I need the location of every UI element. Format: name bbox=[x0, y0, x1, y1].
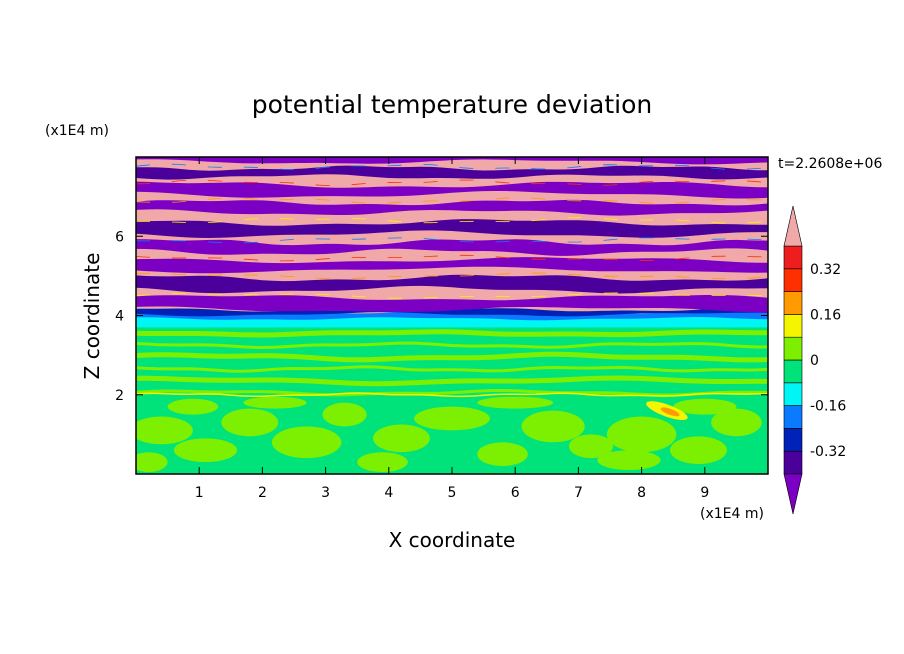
field-blob bbox=[521, 410, 585, 443]
colorbar-segment bbox=[783, 291, 803, 315]
colorbar-tick-label: 0 bbox=[810, 353, 819, 369]
contour-field bbox=[136, 157, 768, 474]
x-tick-label: 3 bbox=[321, 485, 330, 501]
field-blob bbox=[477, 396, 554, 409]
x-tick-label: 4 bbox=[384, 485, 393, 501]
field-streak bbox=[136, 375, 768, 387]
field-blob bbox=[322, 402, 367, 427]
x-tick-label: 2 bbox=[258, 485, 267, 501]
y-unit-label: (x1E4 m) bbox=[45, 123, 109, 139]
purple-band bbox=[136, 239, 768, 256]
y-tick-label: 2 bbox=[115, 388, 124, 404]
field-blob bbox=[167, 398, 219, 415]
field-blob bbox=[711, 408, 762, 437]
colorbar-top-arrow bbox=[783, 205, 803, 247]
colorbar-segment bbox=[783, 245, 803, 270]
field-blob bbox=[173, 438, 238, 463]
field-blob bbox=[670, 436, 727, 465]
purple-band bbox=[136, 295, 768, 313]
x-unit-label: (x1E4 m) bbox=[700, 506, 764, 522]
colorbar-segment bbox=[783, 450, 803, 475]
x-tick-label: 9 bbox=[700, 485, 709, 501]
purple-band bbox=[136, 274, 768, 294]
field-streak bbox=[136, 392, 768, 398]
purple-band bbox=[136, 257, 768, 274]
colorbar-segment bbox=[783, 382, 803, 406]
field-blob bbox=[373, 424, 430, 453]
field-blob bbox=[568, 434, 614, 459]
colorbar-tick-label: 0.32 bbox=[810, 262, 841, 278]
x-tick-label: 7 bbox=[574, 485, 583, 501]
purple-band bbox=[136, 219, 768, 238]
field-streak bbox=[136, 341, 768, 350]
y-axis: 2 4 6 bbox=[115, 229, 768, 404]
field-blob bbox=[271, 426, 342, 459]
field-blob bbox=[243, 396, 307, 409]
field-blob bbox=[660, 407, 680, 417]
x-tick-label: 8 bbox=[637, 485, 646, 501]
x-axis-label: X coordinate bbox=[389, 528, 516, 552]
colorbar-segment bbox=[783, 359, 803, 384]
x-axis: 1 2 3 4 5 6 7 8 9 bbox=[195, 157, 709, 501]
region-darkblue-band bbox=[136, 307, 768, 317]
field-streak bbox=[136, 365, 768, 373]
field-blob bbox=[673, 398, 737, 415]
colorbar-segment bbox=[783, 405, 803, 429]
purple-band bbox=[136, 165, 768, 180]
field-blob bbox=[414, 406, 490, 431]
colorbar-segment bbox=[783, 336, 803, 361]
chart-title: potential temperature deviation bbox=[252, 90, 652, 119]
field-streak bbox=[136, 329, 768, 338]
colorbar-tick-label: -0.16 bbox=[810, 399, 846, 415]
colorbar-segment bbox=[783, 428, 803, 452]
colorbar-segment bbox=[783, 314, 803, 338]
colorbar-segment bbox=[783, 268, 803, 292]
field-blob bbox=[136, 452, 168, 473]
field-streak bbox=[136, 351, 768, 363]
field-blob bbox=[477, 442, 528, 467]
colorbar-tick-label: -0.32 bbox=[810, 444, 846, 460]
y-tick-label: 6 bbox=[115, 229, 124, 245]
field-blob bbox=[136, 416, 193, 445]
y-tick-label: 4 bbox=[115, 309, 124, 325]
time-label: t=2.2608e+06 bbox=[778, 156, 882, 172]
x-tick-label: 6 bbox=[511, 485, 520, 501]
field-blob bbox=[357, 452, 408, 473]
purple-band bbox=[136, 181, 768, 199]
region-cyan-band bbox=[136, 315, 768, 328]
field-blob bbox=[221, 408, 279, 437]
x-tick-label: 1 bbox=[195, 485, 204, 501]
purple-band bbox=[136, 157, 768, 165]
field-streak bbox=[136, 389, 768, 397]
colorbar-bottom-arrow bbox=[783, 473, 803, 515]
purple-band bbox=[136, 199, 768, 216]
y-axis-label: Z coordinate bbox=[80, 253, 104, 380]
colorbar: 0.32 0.16 0 -0.16 -0.32 bbox=[783, 205, 846, 515]
colorbar-tick-label: 0.16 bbox=[810, 307, 841, 323]
field-blob bbox=[597, 450, 661, 471]
field-blob bbox=[606, 416, 677, 453]
x-tick-label: 5 bbox=[448, 485, 457, 501]
